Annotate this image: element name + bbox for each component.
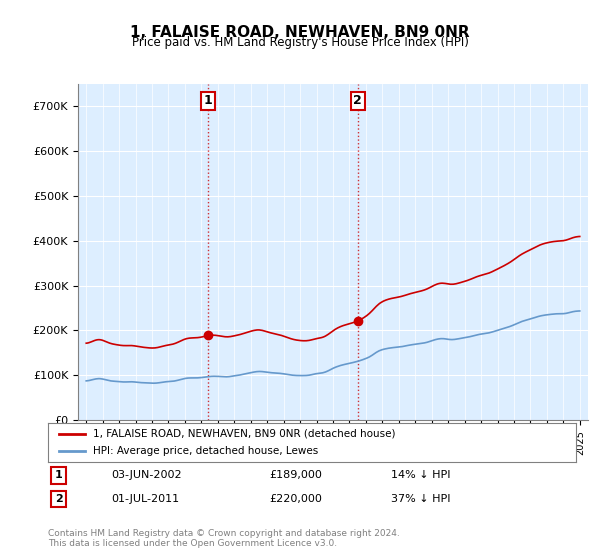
Text: 1: 1 xyxy=(55,470,62,480)
Text: 1, FALAISE ROAD, NEWHAVEN, BN9 0NR (detached house): 1, FALAISE ROAD, NEWHAVEN, BN9 0NR (deta… xyxy=(93,429,395,439)
Text: 14% ↓ HPI: 14% ↓ HPI xyxy=(391,470,451,480)
Text: 01-JUL-2011: 01-JUL-2011 xyxy=(112,494,179,504)
Text: £220,000: £220,000 xyxy=(270,494,323,504)
Text: Price paid vs. HM Land Registry's House Price Index (HPI): Price paid vs. HM Land Registry's House … xyxy=(131,36,469,49)
Text: £189,000: £189,000 xyxy=(270,470,323,480)
Text: HPI: Average price, detached house, Lewes: HPI: Average price, detached house, Lewe… xyxy=(93,446,318,456)
Text: 2: 2 xyxy=(55,494,62,504)
Text: 37% ↓ HPI: 37% ↓ HPI xyxy=(391,494,451,504)
Text: This data is licensed under the Open Government Licence v3.0.: This data is licensed under the Open Gov… xyxy=(48,539,337,548)
Text: 2: 2 xyxy=(353,94,362,107)
Text: 1, FALAISE ROAD, NEWHAVEN, BN9 0NR: 1, FALAISE ROAD, NEWHAVEN, BN9 0NR xyxy=(130,25,470,40)
Text: 03-JUN-2002: 03-JUN-2002 xyxy=(112,470,182,480)
Text: Contains HM Land Registry data © Crown copyright and database right 2024.: Contains HM Land Registry data © Crown c… xyxy=(48,529,400,538)
Text: 1: 1 xyxy=(204,94,212,107)
